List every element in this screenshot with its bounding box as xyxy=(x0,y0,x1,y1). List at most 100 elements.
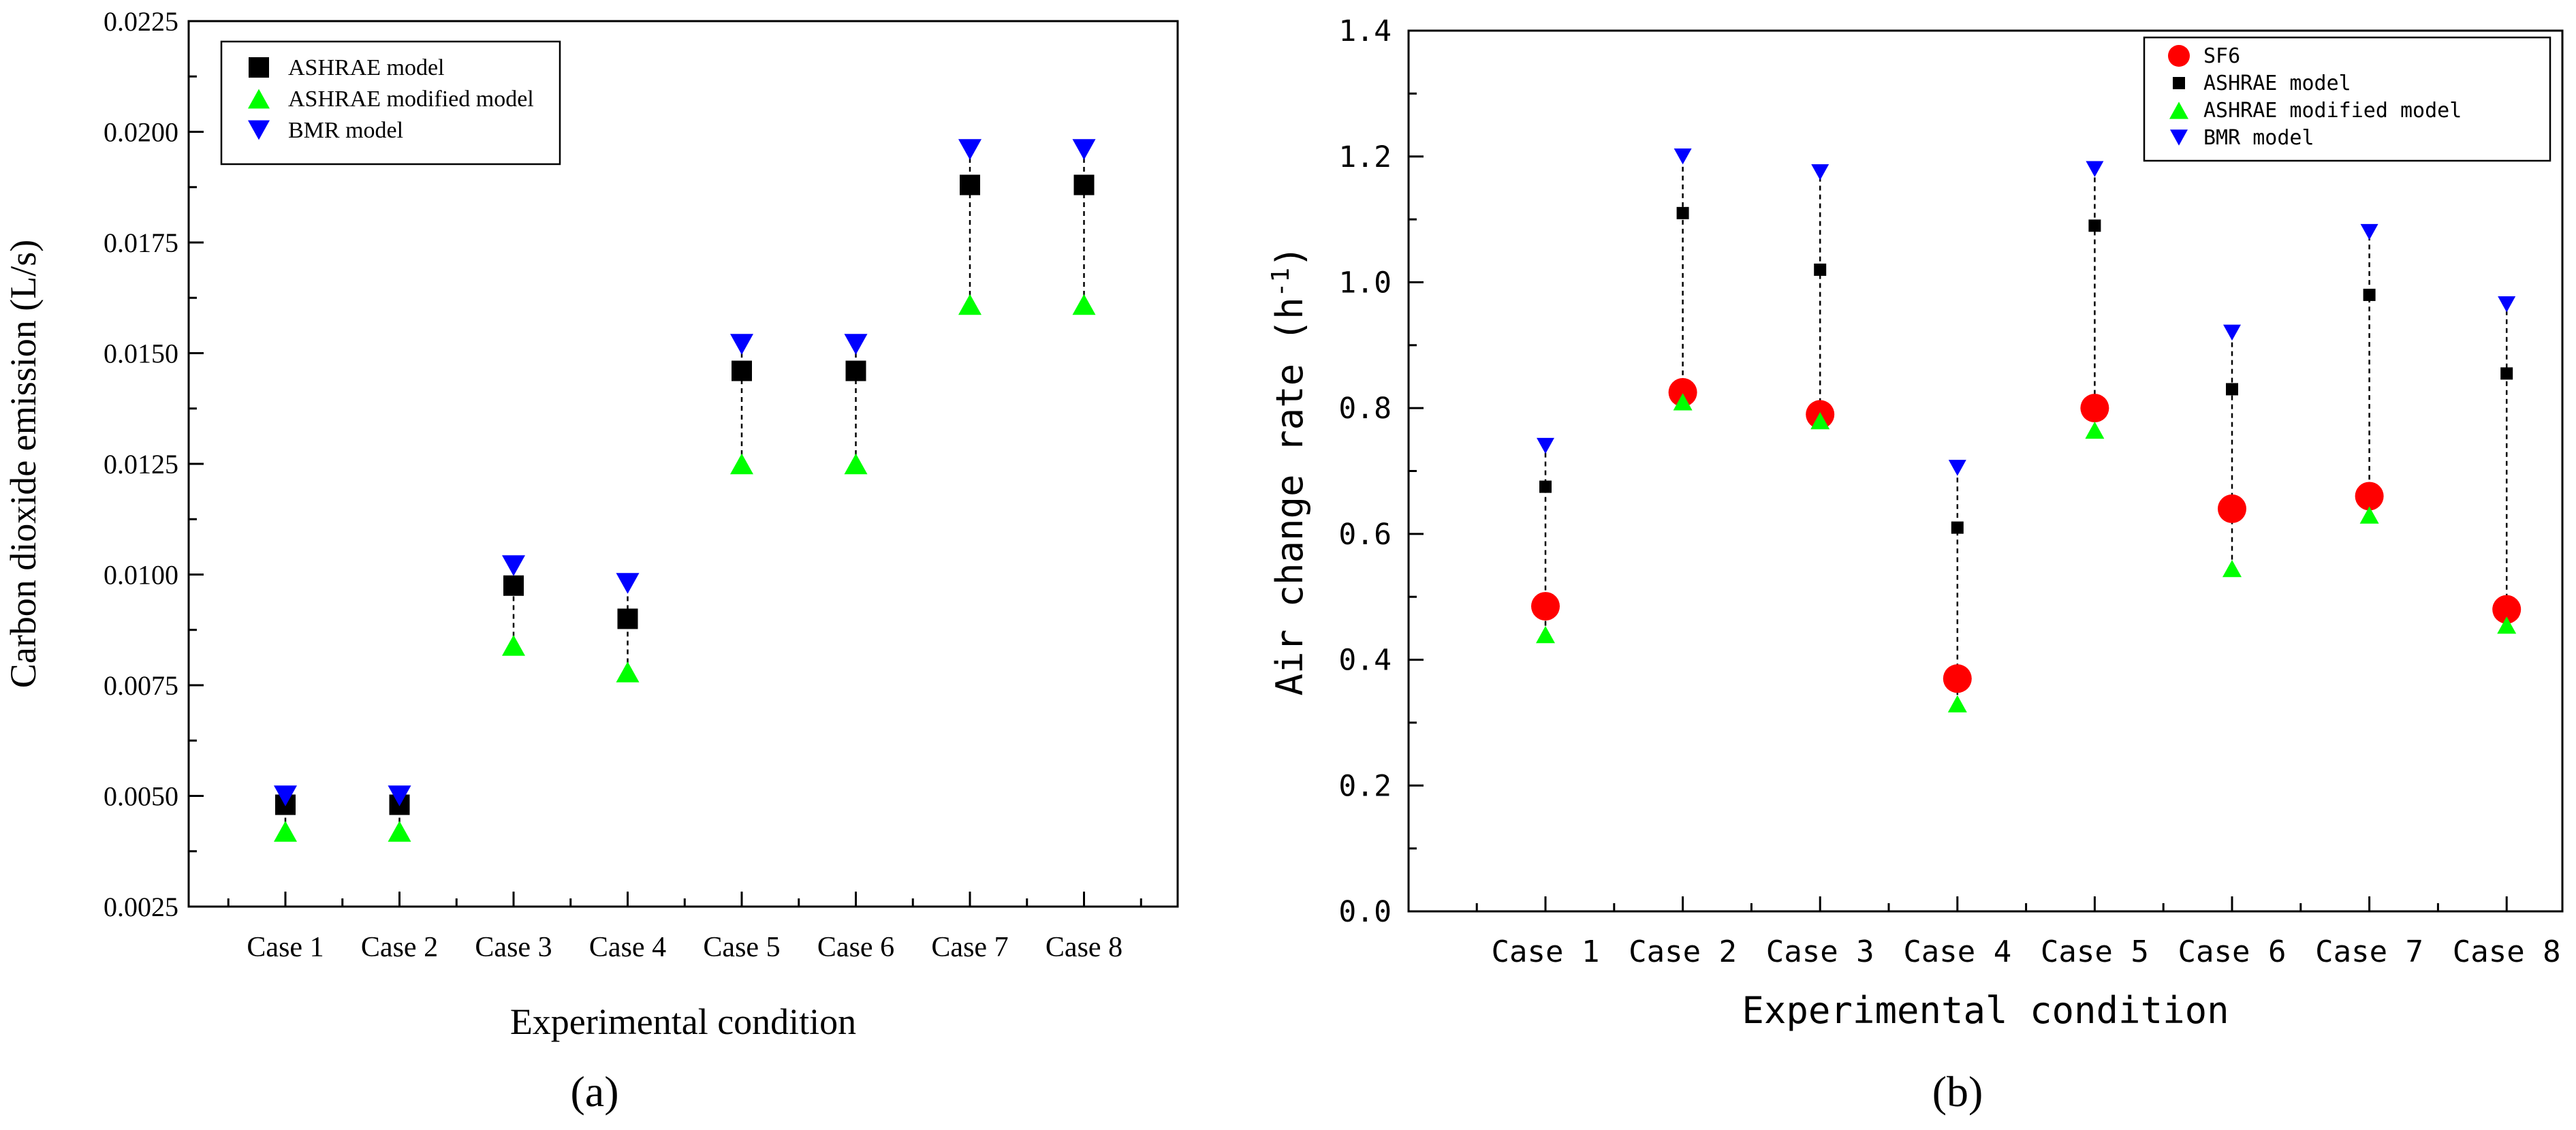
data-point xyxy=(2492,595,2522,624)
legend-label: BMR model xyxy=(2203,126,2314,150)
data-point xyxy=(2086,161,2104,177)
data-point xyxy=(730,453,753,475)
x-tick-label: Case 6 xyxy=(817,932,894,963)
x-tick-label: Case 3 xyxy=(1766,935,1874,969)
data-point xyxy=(1948,460,1966,476)
data-point xyxy=(1951,521,1964,534)
x-tick-label: Case 2 xyxy=(1629,935,1737,969)
legend-label: ASHRAE model xyxy=(288,55,445,80)
data-point xyxy=(1673,393,1693,411)
data-point xyxy=(844,453,868,475)
series-ashrae-modified-model xyxy=(274,294,1096,842)
legend-frame xyxy=(2143,36,2551,162)
x-tick-label: Case 1 xyxy=(247,932,324,963)
y-tick-label: 0.0200 xyxy=(104,117,178,148)
data-point xyxy=(1943,664,1972,693)
data-point xyxy=(502,635,525,656)
legend-label: SF6 xyxy=(2203,44,2240,68)
data-point xyxy=(2500,367,2513,380)
data-point xyxy=(388,785,411,806)
x-tick-label: Case 7 xyxy=(2315,935,2423,969)
legend-marker xyxy=(2169,101,2188,119)
panel-label: (b) xyxy=(1932,1067,1983,1116)
series-ashrae-model xyxy=(275,174,1095,815)
y-axis-label: Carbon dioxide emission (L/s) xyxy=(3,240,44,688)
y-tick-label: 0.0175 xyxy=(104,227,178,258)
y-tick-label: 1.2 xyxy=(1338,140,1392,174)
y-tick-label: 0.0050 xyxy=(104,781,178,812)
legend: SF6 ASHRAE model ASHRAE modified model BMR … xyxy=(2143,36,2551,162)
y-tick-label: 0.0225 xyxy=(104,6,178,37)
y-axis-label-end: ) xyxy=(1268,245,1311,268)
y-tick-label: 0.0125 xyxy=(104,449,178,480)
y-tick-label: 1.4 xyxy=(1338,14,1392,48)
data-point xyxy=(2363,288,2376,301)
data-point xyxy=(958,139,981,160)
data-point xyxy=(1810,412,1830,430)
panel-label: (a) xyxy=(570,1067,618,1116)
data-point xyxy=(732,360,752,381)
y-axis-label: Air change rate (h-1) xyxy=(1267,245,1311,695)
y-tick-label: 0.6 xyxy=(1338,518,1392,552)
panel-a: 0.0025 0.0050 0.0075 0.0100 0.0125 0.0150 0.01… xyxy=(3,6,1179,1116)
data-point xyxy=(616,573,640,594)
data-point xyxy=(1072,294,1096,315)
data-point xyxy=(502,555,525,576)
series-ashrae-model xyxy=(1539,206,2513,534)
data-point xyxy=(1668,378,1697,407)
data-point xyxy=(2226,383,2238,396)
data-point xyxy=(2222,560,2242,578)
x-tick-label: Case 8 xyxy=(1046,932,1122,963)
legend-marker xyxy=(2168,45,2190,67)
panel-b: 0.0 0.2 0.4 0.6 0.8 1.0 1.2 1.4 Case 1 Case 2 Case… xyxy=(1267,14,2564,1116)
y-tick-label: 0.0100 xyxy=(104,560,178,591)
legend-marker xyxy=(248,89,270,109)
data-point xyxy=(730,334,753,355)
data-point xyxy=(1676,206,1689,219)
data-point xyxy=(1531,592,1560,621)
legend-marker xyxy=(248,120,270,140)
data-point xyxy=(274,785,297,806)
data-point xyxy=(1073,174,1095,195)
x-tick-label: Case 6 xyxy=(2178,935,2287,969)
data-point xyxy=(1539,480,1552,493)
x-tick-label: Case 5 xyxy=(703,932,780,963)
data-point xyxy=(388,821,411,842)
legend-frame xyxy=(220,40,561,166)
data-point xyxy=(503,575,524,596)
x-tick-label: Case 7 xyxy=(931,932,1008,963)
data-point xyxy=(1814,263,1827,276)
data-point xyxy=(844,334,868,355)
y-tick-label: 0.0075 xyxy=(104,670,178,701)
y-tick-label: 0.0025 xyxy=(104,892,178,922)
x-tick-label: Case 5 xyxy=(2041,935,2149,969)
data-point xyxy=(2223,324,2241,341)
data-point xyxy=(960,174,980,195)
y-tick-label: 0.2 xyxy=(1338,769,1392,803)
y-tick-label: 0.0 xyxy=(1338,895,1392,929)
legend-marker xyxy=(2173,77,2185,89)
data-point xyxy=(2360,223,2378,240)
x-tick-label: Case 3 xyxy=(475,932,552,963)
data-point xyxy=(617,608,638,629)
x-tick-label: Case 4 xyxy=(1903,935,2011,969)
x-tick-label: Case 8 xyxy=(2453,935,2561,969)
series-bmr-model xyxy=(1537,148,2516,476)
x-tick-label: Case 2 xyxy=(361,932,438,963)
data-point xyxy=(1072,139,1096,160)
x-tick-label: Case 4 xyxy=(589,932,666,963)
data-point xyxy=(845,360,866,381)
y-axis-label-sup: -1 xyxy=(1267,268,1295,297)
data-point xyxy=(958,294,981,315)
data-point xyxy=(1537,437,1554,454)
x-axis-label: Experimental condition xyxy=(510,1001,856,1042)
x-axis-label: Experimental condition xyxy=(1742,989,2229,1032)
series-ashrae-modified-model xyxy=(1536,393,2517,712)
y-axis-label-main: Air change rate (h xyxy=(1268,297,1311,695)
legend-label: BMR model xyxy=(288,118,403,143)
data-point xyxy=(2498,296,2516,313)
data-point xyxy=(1674,148,1692,165)
data-point xyxy=(616,661,640,682)
data-point xyxy=(2497,616,2517,634)
